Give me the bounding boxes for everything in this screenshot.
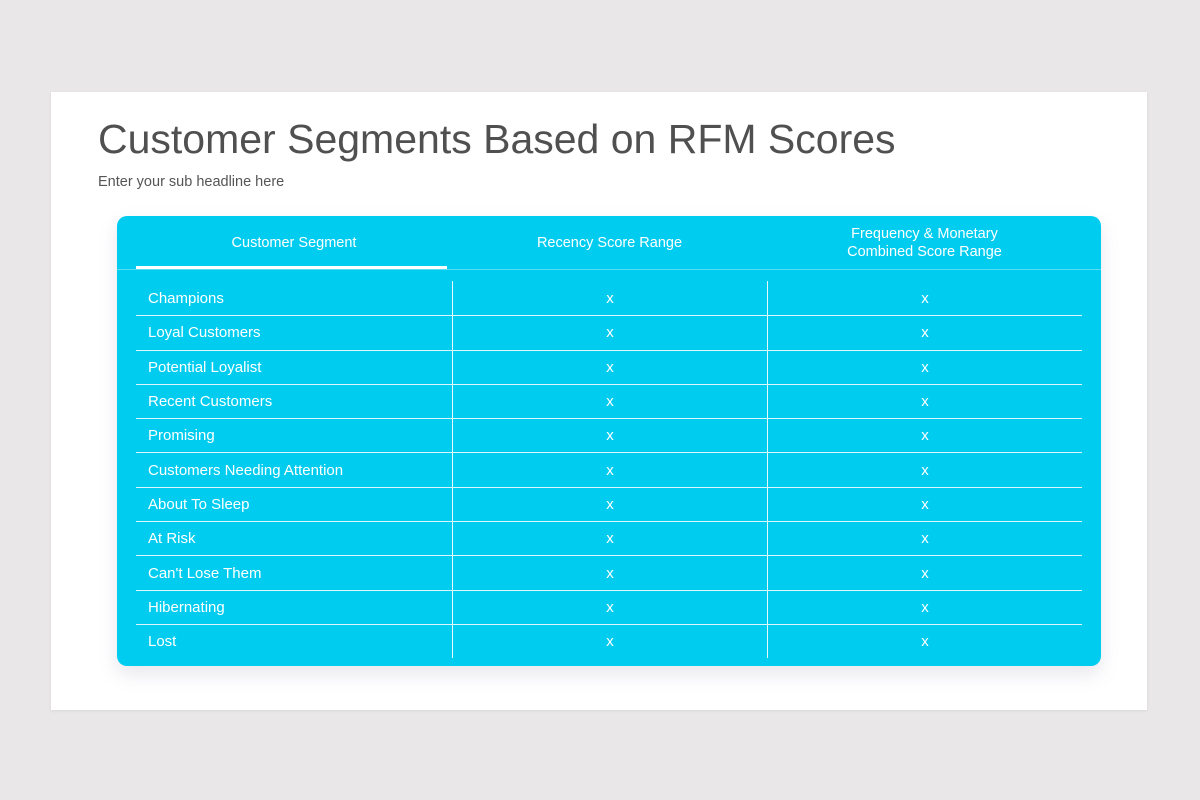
segment-cell: Champions (148, 289, 224, 307)
segment-cell: Customers Needing Attention (148, 461, 344, 479)
segment-cell: At Risk (148, 530, 196, 548)
segment-cell: Lost (148, 633, 177, 651)
recency-cell: x (452, 624, 767, 659)
recency-cell: x (452, 350, 767, 384)
fm-score-cell: x (767, 453, 1082, 487)
fm-score-cell: x (767, 522, 1082, 556)
slide: Customer Segments Based on RFM Scores En… (51, 92, 1147, 710)
table-row: Promising x x (136, 418, 1082, 453)
table-row: Customers Needing Attention x x (136, 452, 1082, 487)
segment-cell: Recent Customers (148, 393, 273, 411)
table-body: Champions x x Loyal Customers x x Potential Lo… (136, 281, 1082, 659)
header-frequency-monetary-range[interactable]: Frequency & Monetary Combined Score Rang… (847, 226, 1002, 260)
table-header: Customer Segment Recency Score Range Fre… (117, 216, 1101, 270)
segment-cell: Promising (148, 427, 215, 445)
recency-cell: x (452, 487, 767, 522)
fm-score-cell: x (767, 281, 1082, 316)
fm-score-cell: x (767, 556, 1082, 590)
segment-cell: Potential Loyalist (148, 358, 262, 376)
table-row: At Risk x x (136, 521, 1082, 556)
fm-score-cell: x (767, 419, 1082, 453)
recency-cell: x (452, 384, 767, 419)
segments-table: Customer Segment Recency Score Range Fre… (117, 216, 1101, 666)
segment-cell: Loyal Customers (148, 324, 261, 342)
page-subtitle: Enter your sub headline here (98, 174, 285, 190)
segment-cell: Hibernating (148, 598, 225, 616)
fm-score-cell: x (767, 384, 1082, 419)
recency-cell: x (452, 419, 767, 453)
fm-score-cell: x (767, 590, 1082, 624)
table-row: Can't Lose Them x x (136, 555, 1082, 590)
recency-cell: x (452, 453, 767, 487)
fm-score-cell: x (767, 316, 1082, 350)
recency-cell: x (452, 590, 767, 624)
segment-cell: Can't Lose Them (148, 564, 262, 582)
table-row: About To Sleep x x (136, 486, 1082, 522)
fm-score-cell: x (767, 624, 1082, 659)
recency-cell: x (452, 281, 767, 316)
recency-cell: x (452, 522, 767, 556)
recency-cell: x (452, 556, 767, 590)
header-recency-score-range[interactable]: Recency Score Range (536, 235, 683, 251)
fm-score-cell: x (767, 487, 1082, 522)
table-row: Hibernating x x (136, 589, 1082, 624)
recency-cell: x (452, 316, 767, 350)
segment-cell: About To Sleep (148, 495, 250, 513)
fm-score-cell: x (767, 350, 1082, 384)
table-row: Loyal Customers x x (136, 315, 1082, 350)
table-row: Potential Loyalist x x (136, 349, 1082, 384)
header-customer-segment[interactable]: Customer Segment (231, 235, 357, 251)
table-row: Lost x x (136, 623, 1082, 659)
table-row: Recent Customers x x (136, 383, 1082, 419)
page-title: Customer Segments Based on RFM Scores (98, 116, 896, 162)
table-row: Champions x x (136, 281, 1082, 316)
active-header-underline (136, 266, 447, 269)
